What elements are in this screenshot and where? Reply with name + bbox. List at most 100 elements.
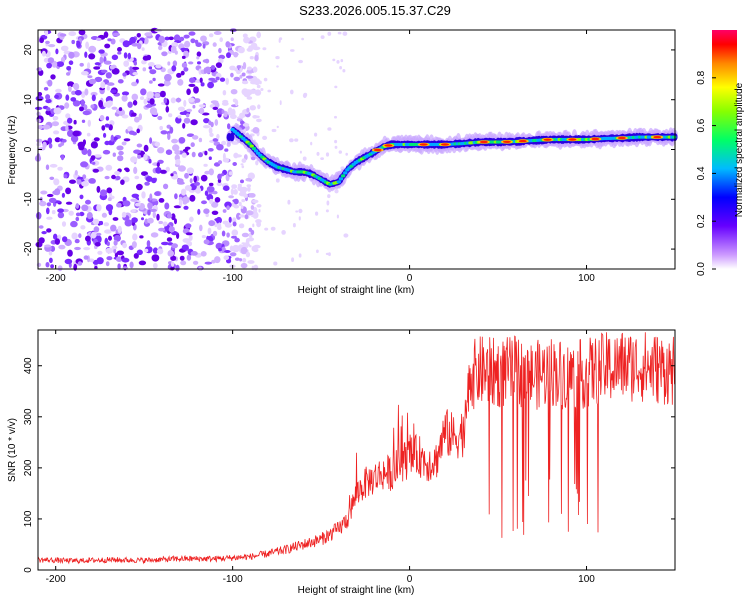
noise-speck (123, 60, 130, 67)
noise-speck (37, 92, 43, 97)
noise-speck (122, 40, 130, 48)
noise-speck (250, 156, 256, 161)
noise-speck (46, 62, 52, 69)
x-tick-label: 0 (407, 574, 413, 585)
noise-speck (230, 89, 238, 95)
noise-speck (256, 118, 262, 123)
noise-speck (121, 211, 127, 218)
y-tick-label: 200 (23, 459, 34, 476)
noise-speck (179, 111, 187, 116)
noise-speck (132, 233, 138, 241)
noise-speck (218, 247, 222, 252)
noise-speck (81, 91, 86, 98)
noise-speck (208, 127, 213, 134)
noise-speck (339, 66, 342, 70)
noise-speck (208, 168, 214, 176)
noise-speck (74, 238, 80, 244)
noise-speck (72, 83, 78, 89)
noise-speck (54, 94, 59, 99)
ridge-hot (518, 139, 527, 143)
noise-speck (189, 194, 196, 202)
noise-speck (232, 162, 237, 166)
noise-speck (103, 60, 112, 65)
noise-speck (111, 106, 118, 110)
noise-speck (232, 98, 237, 103)
noise-speck (49, 176, 55, 180)
x-tick-label: 100 (578, 273, 595, 284)
noise-speck (49, 163, 58, 168)
ridge-core (229, 132, 235, 142)
noise-speck (115, 256, 123, 263)
noise-speck (173, 34, 181, 42)
noise-speck (83, 247, 91, 251)
noise-speck (222, 220, 229, 225)
noise-speck (256, 34, 261, 37)
noise-speck (200, 82, 205, 87)
noise-speck (100, 189, 107, 197)
noise-speck (143, 153, 148, 161)
noise-speck (137, 154, 142, 159)
noise-speck (162, 221, 168, 227)
noise-speck (227, 107, 233, 114)
noise-speck (239, 258, 243, 262)
noise-speck (165, 106, 170, 113)
noise-speck (252, 223, 255, 228)
noise-speck (298, 253, 302, 258)
noise-speck (334, 189, 339, 194)
noise-speck (336, 214, 339, 219)
noise-speck (211, 201, 219, 208)
noise-speck (213, 31, 222, 35)
noise-speck (68, 51, 75, 59)
noise-speck (290, 89, 294, 95)
noise-speck (96, 232, 102, 236)
noise-speck (67, 117, 73, 124)
noise-speck (219, 77, 226, 82)
noise-speck (204, 58, 210, 64)
noise-speck (77, 141, 86, 148)
y-tick-label: 100 (23, 510, 34, 527)
noise-speck (343, 233, 349, 238)
snr-x-label: Height of straight line (km) (298, 585, 415, 596)
noise-speck (215, 242, 223, 250)
noise-speck (251, 215, 255, 218)
noise-speck (345, 152, 349, 156)
noise-speck (104, 229, 112, 234)
noise-speck (214, 218, 221, 222)
noise-speck (131, 93, 139, 101)
noise-speck (204, 261, 212, 265)
noise-speck (151, 177, 157, 184)
noise-speck (111, 68, 120, 75)
noise-speck (141, 47, 145, 51)
noise-speck (101, 212, 107, 218)
noise-speck (154, 191, 161, 196)
noise-speck (141, 171, 148, 177)
noise-speck (214, 119, 219, 126)
noise-speck (192, 260, 199, 265)
noise-speck (127, 126, 133, 132)
noise-speck (104, 140, 110, 146)
noise-speck (178, 137, 186, 144)
noise-speck (156, 162, 160, 168)
noise-speck (225, 41, 231, 48)
noise-speck (196, 56, 200, 60)
noise-speck (116, 145, 124, 151)
noise-speck (179, 255, 185, 261)
ridge-mid (251, 146, 257, 151)
noise-speck (262, 47, 267, 51)
noise-speck (54, 188, 61, 196)
noise-speck (67, 81, 75, 88)
noise-speck (75, 212, 81, 217)
noise-speck (61, 139, 67, 143)
noise-speck (146, 240, 151, 248)
colorbar-tick-label: 0.8 (696, 70, 707, 84)
noise-speck (35, 212, 42, 220)
noise-speck (241, 232, 249, 238)
noise-speck (189, 77, 196, 83)
noise-speck (252, 206, 258, 214)
noise-speck (57, 211, 65, 219)
noise-speck (217, 173, 222, 180)
noise-speck (112, 32, 121, 37)
noise-speck (132, 100, 138, 106)
noise-speck (186, 108, 193, 113)
noise-speck (216, 181, 223, 187)
